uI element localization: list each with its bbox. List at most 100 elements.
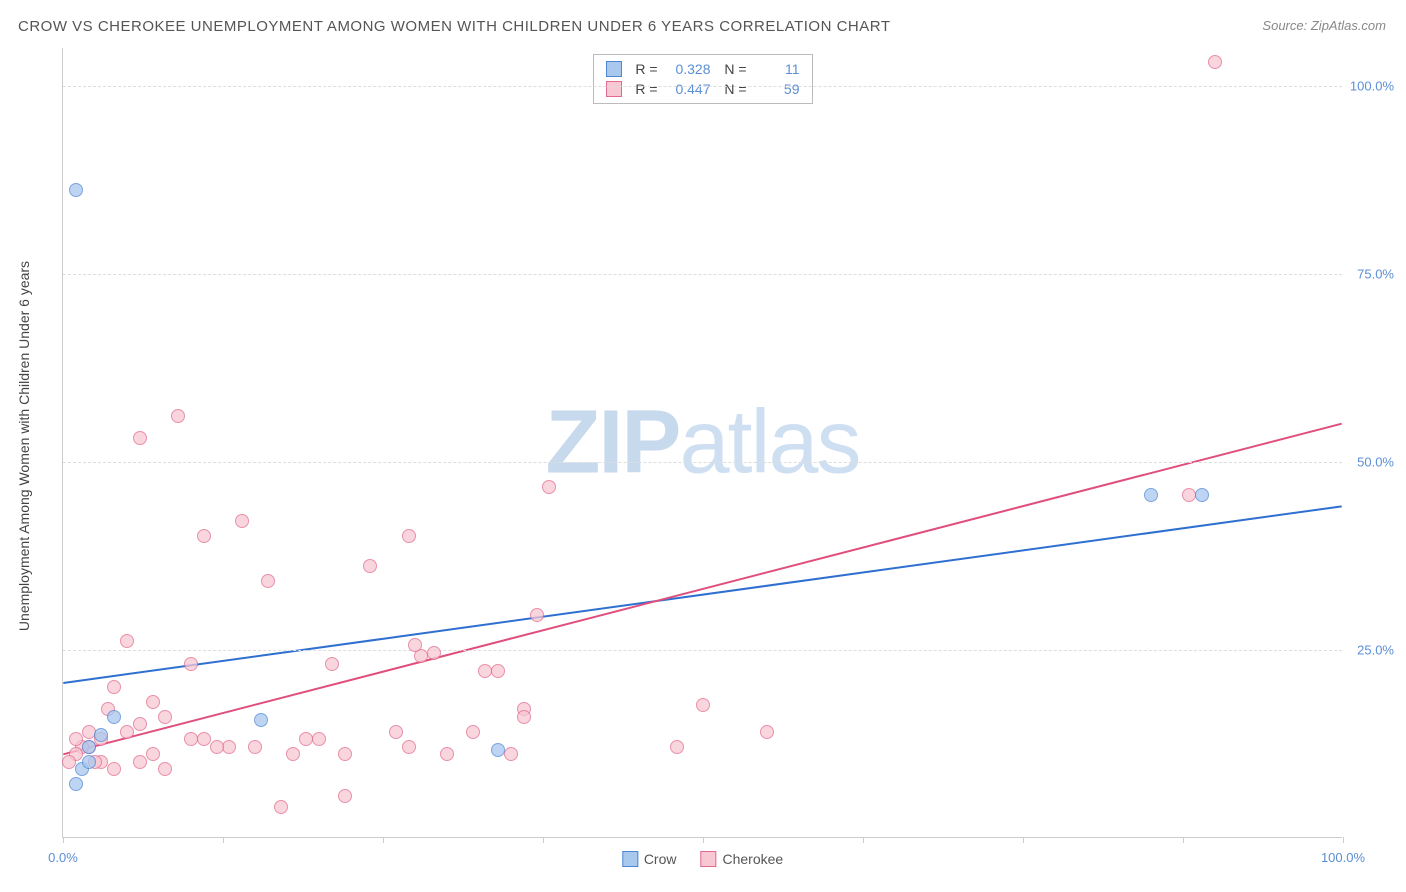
cherokee-point — [312, 732, 326, 746]
cherokee-point — [440, 747, 454, 761]
cherokee-point — [408, 638, 422, 652]
y-tick-label: 100.0% — [1350, 78, 1394, 93]
crow-point — [254, 713, 268, 727]
cherokee-point — [363, 559, 377, 573]
cherokee-point — [120, 725, 134, 739]
cherokee-point — [184, 732, 198, 746]
cherokee-point — [491, 664, 505, 678]
legend-stats-row-crow: R = 0.328 N = 11 — [606, 59, 800, 79]
cherokee-point — [133, 717, 147, 731]
x-tick — [1183, 837, 1184, 843]
cherokee-point — [158, 710, 172, 724]
r-label: R = — [630, 81, 658, 97]
n-label: N = — [719, 81, 747, 97]
cherokee-point — [1208, 55, 1222, 69]
cherokee-point — [133, 755, 147, 769]
cherokee-point — [478, 664, 492, 678]
cherokee-point — [670, 740, 684, 754]
chart-container: CROW VS CHEROKEE UNEMPLOYMENT AMONG WOME… — [0, 0, 1406, 892]
source-label: Source: — [1262, 18, 1307, 33]
cherokee-point — [235, 514, 249, 528]
n-value-cherokee: 59 — [755, 81, 800, 97]
cherokee-point — [158, 762, 172, 776]
legend-swatch-cherokee — [700, 851, 716, 867]
legend-item-cherokee: Cherokee — [700, 851, 783, 867]
x-tick-label: 100.0% — [1321, 850, 1365, 865]
cherokee-point — [261, 574, 275, 588]
crow-trendline — [63, 506, 1341, 683]
y-axis-label: Unemployment Among Women with Children U… — [16, 261, 32, 631]
gridline — [63, 274, 1342, 275]
cherokee-point — [120, 634, 134, 648]
cherokee-point — [171, 409, 185, 423]
crow-point — [82, 755, 96, 769]
chart-title: CROW VS CHEROKEE UNEMPLOYMENT AMONG WOME… — [18, 18, 890, 35]
cherokee-point — [325, 657, 339, 671]
legend-label-crow: Crow — [644, 851, 677, 867]
crow-point — [491, 743, 505, 757]
legend-label-cherokee: Cherokee — [722, 851, 783, 867]
x-tick — [383, 837, 384, 843]
cherokee-point — [299, 732, 313, 746]
x-tick — [703, 837, 704, 843]
legend-stats-row-cherokee: R = 0.447 N = 59 — [606, 79, 800, 99]
crow-point — [107, 710, 121, 724]
cherokee-point — [466, 725, 480, 739]
x-tick — [1023, 837, 1024, 843]
cherokee-point — [184, 657, 198, 671]
cherokee-point — [274, 800, 288, 814]
cherokee-point — [107, 762, 121, 776]
cherokee-point — [530, 608, 544, 622]
crow-point — [82, 740, 96, 754]
source-attribution: Source: ZipAtlas.com — [1262, 18, 1386, 33]
x-tick — [863, 837, 864, 843]
cherokee-point — [517, 710, 531, 724]
n-value-crow: 11 — [755, 61, 800, 77]
cherokee-point — [69, 732, 83, 746]
plot-area: ZIPatlas R = 0.328 N = 11 R = 0.447 N = … — [62, 48, 1342, 838]
cherokee-point — [286, 747, 300, 761]
legend-swatch-crow — [606, 61, 622, 77]
cherokee-point — [146, 747, 160, 761]
cherokee-point — [210, 740, 224, 754]
y-tick-label: 50.0% — [1357, 454, 1394, 469]
cherokee-point — [402, 740, 416, 754]
source-value: ZipAtlas.com — [1311, 18, 1386, 33]
cherokee-point — [197, 529, 211, 543]
cherokee-point — [389, 725, 403, 739]
cherokee-point — [248, 740, 262, 754]
cherokee-point — [197, 732, 211, 746]
cherokee-point — [696, 698, 710, 712]
x-tick — [223, 837, 224, 843]
cherokee-point — [338, 789, 352, 803]
cherokee-point — [222, 740, 236, 754]
x-tick — [1343, 837, 1344, 843]
r-label: R = — [630, 61, 658, 77]
gridline — [63, 462, 1342, 463]
legend-item-crow: Crow — [622, 851, 677, 867]
cherokee-point — [338, 747, 352, 761]
gridline — [63, 86, 1342, 87]
legend-swatch-cherokee — [606, 81, 622, 97]
r-value-crow: 0.328 — [666, 61, 711, 77]
cherokee-point — [62, 755, 76, 769]
legend-series: Crow Cherokee — [622, 851, 783, 867]
crow-point — [69, 183, 83, 197]
crow-point — [94, 728, 108, 742]
r-value-cherokee: 0.447 — [666, 81, 711, 97]
cherokee-point — [504, 747, 518, 761]
crow-point — [69, 777, 83, 791]
x-tick-label: 0.0% — [48, 850, 78, 865]
crow-point — [1195, 488, 1209, 502]
y-tick-label: 75.0% — [1357, 266, 1394, 281]
y-tick-label: 25.0% — [1357, 642, 1394, 657]
x-tick — [543, 837, 544, 843]
cherokee-point — [402, 529, 416, 543]
cherokee-point — [542, 480, 556, 494]
cherokee-point — [107, 680, 121, 694]
crow-point — [1144, 488, 1158, 502]
cherokee-point — [146, 695, 160, 709]
cherokee-point — [427, 646, 441, 660]
gridline — [63, 650, 1342, 651]
n-label: N = — [719, 61, 747, 77]
